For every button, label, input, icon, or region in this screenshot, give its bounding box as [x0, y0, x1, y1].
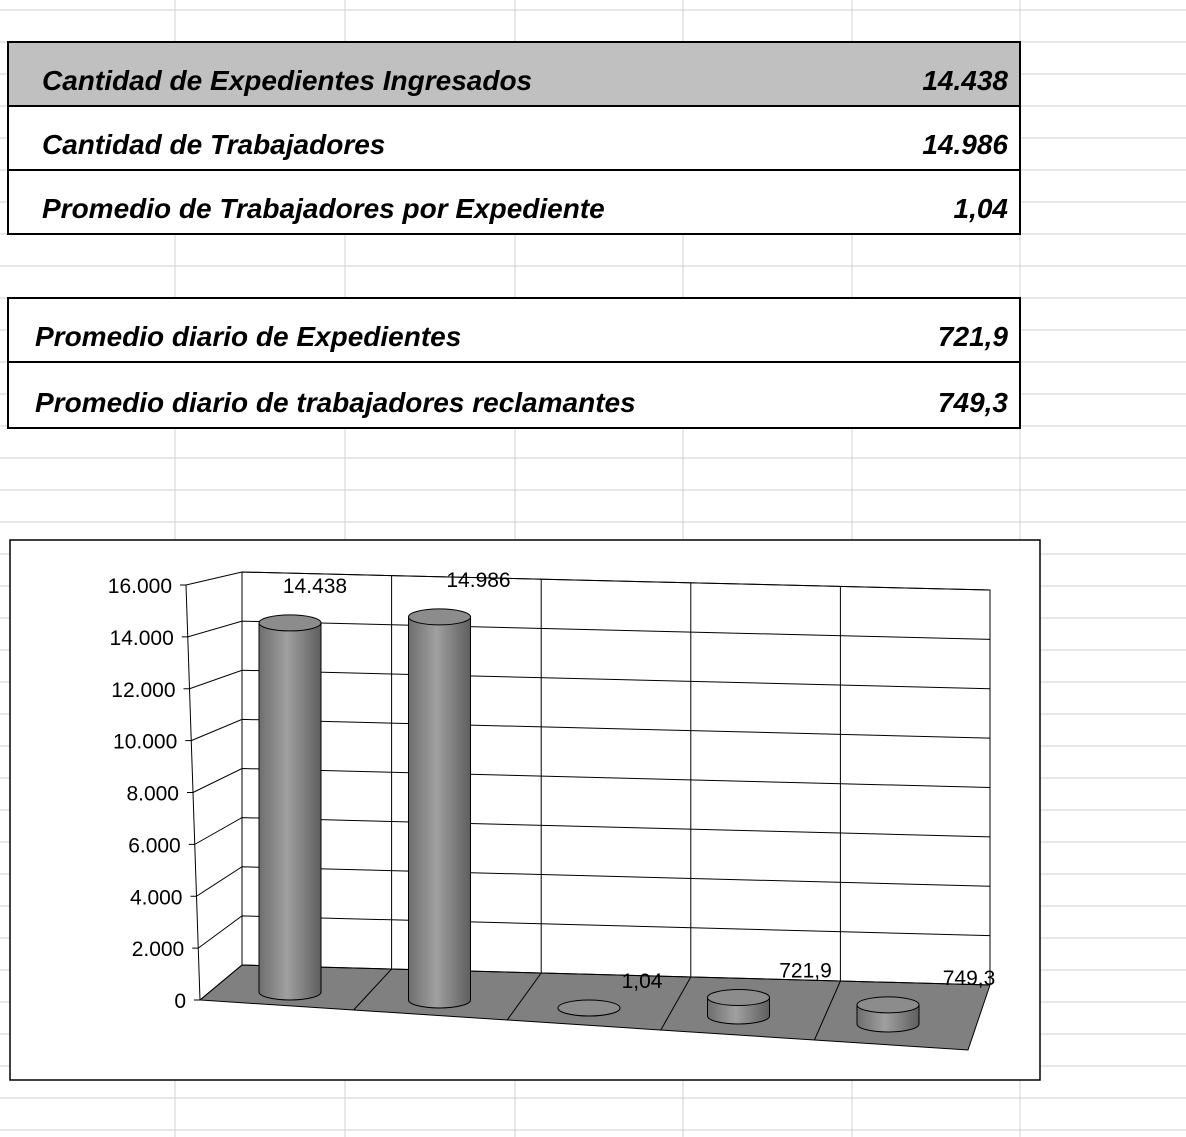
data-label: 749,3	[943, 967, 996, 990]
y-tick-label: 4.000	[130, 886, 183, 909]
floor-divider	[353, 968, 392, 1011]
y-tick-label: 14.000	[110, 627, 174, 650]
floor-divider	[660, 976, 692, 1031]
cylinder	[408, 608, 471, 1009]
grid-line	[187, 620, 991, 640]
row-value: 721,9	[938, 321, 1008, 352]
grid-line	[189, 669, 991, 690]
y-tick-label: 16.000	[108, 575, 172, 598]
row-value: 1,04	[954, 193, 1009, 224]
y-tick-label: 10.000	[113, 731, 177, 754]
floor-divider	[813, 980, 841, 1041]
grid-line	[185, 571, 991, 591]
row-value: 14.438	[922, 65, 1008, 96]
cylinder-top	[258, 614, 322, 632]
cylinder-top	[856, 996, 920, 1014]
cylinder	[707, 989, 770, 1025]
y-axis	[185, 584, 201, 1001]
data-label: 14.986	[446, 569, 510, 592]
table-border	[7, 297, 1021, 429]
cylinder	[557, 999, 621, 1017]
row-label: Cantidad de Trabajadores	[42, 129, 385, 160]
cylinder-top	[408, 608, 471, 626]
table-border	[7, 41, 1021, 235]
grid-line	[197, 915, 991, 949]
grid-line	[199, 964, 991, 1001]
header-row	[8, 42, 1020, 106]
row-value: 749,3	[938, 387, 1008, 418]
y-tick-label: 0	[174, 990, 186, 1013]
data-label: 14.438	[283, 575, 347, 598]
cylinder-top	[707, 989, 770, 1007]
cylinder	[258, 614, 322, 1001]
y-tick-label: 8.000	[126, 783, 179, 806]
row-label: Promedio diario de trabajadores reclaman…	[35, 387, 636, 418]
cylinder-body	[408, 616, 471, 1009]
row-label: Cantidad de Expedientes Ingresados	[42, 65, 532, 96]
grid-line	[194, 817, 991, 845]
data-label: 721,9	[779, 960, 832, 983]
cylinder	[856, 996, 920, 1033]
grid-line	[192, 767, 991, 793]
y-tick-label: 2.000	[132, 938, 185, 961]
floor-divider	[506, 972, 542, 1021]
grid-line	[196, 866, 991, 897]
y-tick-label: 12.000	[111, 679, 175, 702]
cylinder-top	[557, 999, 621, 1017]
row-value: 14.986	[922, 129, 1008, 160]
grid-line	[191, 718, 991, 742]
data-label: 1,04	[622, 970, 663, 993]
y-tick-label: 6.000	[128, 834, 181, 857]
cylinder-body	[258, 622, 322, 1001]
row-label: Promedio diario de Expedientes	[35, 321, 461, 352]
row-label: Promedio de Trabajadores por Expediente	[42, 193, 605, 224]
